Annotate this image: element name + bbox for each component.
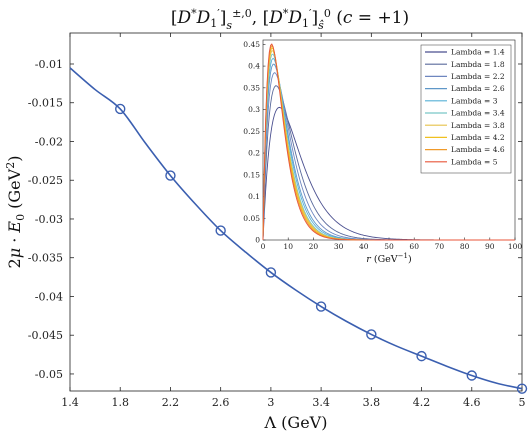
main-y-tick-label: -0.025 bbox=[28, 174, 63, 187]
energy-markers bbox=[115, 103, 528, 394]
inset-x-tick-label: 70 bbox=[435, 242, 445, 251]
inset-y-tick-label: 0.35 bbox=[243, 83, 260, 92]
inset-series-line bbox=[262, 43, 515, 241]
legend-label: Lambda = 3 bbox=[451, 96, 498, 105]
main-title: [D*D1′]s±,0, [D*D1′]ŝ0 (c = +1) bbox=[171, 7, 409, 32]
main-y-tick-label: -0.015 bbox=[28, 97, 63, 110]
inset-y-tick-label: 0.25 bbox=[243, 127, 260, 136]
legend-label: Lambda = 1.8 bbox=[451, 60, 505, 69]
inset-x-tick-label: 100 bbox=[508, 242, 523, 251]
legend-box bbox=[420, 44, 512, 174]
main-y-tick-label: -0.035 bbox=[28, 252, 63, 265]
inset-x-tick-label: 40 bbox=[359, 242, 369, 251]
inset-x-tick-label: 80 bbox=[460, 242, 470, 251]
energy-marker bbox=[416, 350, 427, 362]
inset-plot: 0 10 20 30 40 50 60 70 80 90 100 0 0.05 0.1 0.15 0.2 0.… bbox=[243, 38, 522, 265]
main-x-tick-label: 3 bbox=[267, 396, 274, 409]
inset-y-tick-label: 0.45 bbox=[243, 40, 260, 49]
main-x-tick-label: 2.6 bbox=[212, 396, 230, 409]
energy-marker bbox=[165, 170, 176, 181]
inset-y-tick-label: 0.15 bbox=[243, 170, 260, 179]
inset-x-ticks: 0 10 20 30 40 50 60 70 80 90 100 bbox=[261, 237, 523, 251]
energy-curve bbox=[69, 67, 523, 390]
legend-label: Lambda = 2.2 bbox=[451, 72, 505, 81]
main-x-tick-label: 5 bbox=[519, 396, 526, 409]
main-x-tick-label: 3.8 bbox=[363, 396, 381, 409]
inset-y-tick-label: 0.1 bbox=[248, 192, 260, 201]
main-x-tick-label: 1.8 bbox=[111, 396, 129, 409]
main-y-label: 2μ · E0 (GeV2) bbox=[4, 156, 27, 269]
main-x-label: Λ (GeV) bbox=[264, 413, 328, 432]
inset-y-tick-label: 0.2 bbox=[248, 149, 260, 158]
inset-x-tick-label: 90 bbox=[485, 242, 495, 251]
main-x-tick-label: 1.4 bbox=[61, 396, 79, 409]
main-y-tick-label: -0.05 bbox=[35, 368, 63, 381]
energy-marker bbox=[516, 383, 528, 394]
energy-marker bbox=[265, 267, 277, 278]
inset-y-tick-label: 0.05 bbox=[243, 214, 260, 223]
main-y-tick-label: -0.04 bbox=[35, 290, 63, 303]
inset-x-tick-label: 30 bbox=[334, 242, 344, 251]
main-x-tick-label: 4.6 bbox=[463, 396, 481, 409]
inset-x-label: r (GeV−1) bbox=[366, 252, 411, 265]
main-x-tick-label: 3.4 bbox=[312, 396, 330, 409]
legend-label: Lambda = 3.8 bbox=[451, 121, 505, 130]
main-y-tick-label: -0.03 bbox=[35, 213, 63, 226]
inset-y-tick-label: 0 bbox=[255, 236, 260, 245]
inset-y-tick-label: 0.4 bbox=[248, 62, 260, 71]
legend-label: Lambda = 1.4 bbox=[451, 48, 505, 57]
legend-label: Lambda = 4.6 bbox=[451, 145, 505, 154]
legend-label: Lambda = 3.4 bbox=[451, 109, 505, 118]
main-x-tick-label: 2.2 bbox=[162, 396, 180, 409]
legend-label: Lambda = 2.6 bbox=[451, 84, 505, 93]
legend-label: Lambda = 4.2 bbox=[451, 133, 505, 142]
main-y-tick-label: -0.02 bbox=[35, 135, 63, 148]
energy-marker bbox=[115, 103, 126, 115]
inset-curves bbox=[262, 43, 515, 241]
energy-marker bbox=[366, 329, 377, 340]
inset-x-tick-label: 60 bbox=[409, 242, 419, 251]
main-y-tick-label: -0.045 bbox=[28, 329, 63, 342]
inset-x-tick-label: 10 bbox=[283, 242, 293, 251]
inset-y-ticks: 0 0.05 0.1 0.15 0.2 0.25 0.3 0.35 0.4 0.45 bbox=[243, 40, 266, 245]
main-y-ticks: -0.01 -0.015 -0.02 -0.025 -0.03 -0.035 -0.04 -0… bbox=[28, 58, 522, 381]
main-plot-frame bbox=[69, 32, 523, 392]
inset-x-tick-label: 50 bbox=[384, 242, 394, 251]
main-x-tick-label: 4.2 bbox=[413, 396, 431, 409]
main-x-ticks: 1.4 1.8 2.2 2.6 3 3.4 3.8 4.2 4.6 5 bbox=[61, 33, 526, 409]
legend-items: Lambda = 1.4 Lambda = 1.8 Lambda = 2.2 Lamb… bbox=[425, 48, 505, 166]
inset-x-tick-label: 20 bbox=[309, 242, 319, 251]
legend-label: Lambda = 5 bbox=[451, 157, 498, 166]
inset-x-tick-label: 0 bbox=[261, 242, 266, 251]
energy-marker bbox=[466, 370, 477, 381]
energy-marker bbox=[215, 225, 226, 236]
inset-legend: Lambda = 1.4 Lambda = 1.8 Lambda = 2.2 Lamb… bbox=[420, 44, 512, 174]
main-y-tick-label: -0.01 bbox=[35, 58, 63, 71]
energy-marker bbox=[315, 301, 327, 312]
inset-y-tick-label: 0.3 bbox=[248, 105, 260, 114]
